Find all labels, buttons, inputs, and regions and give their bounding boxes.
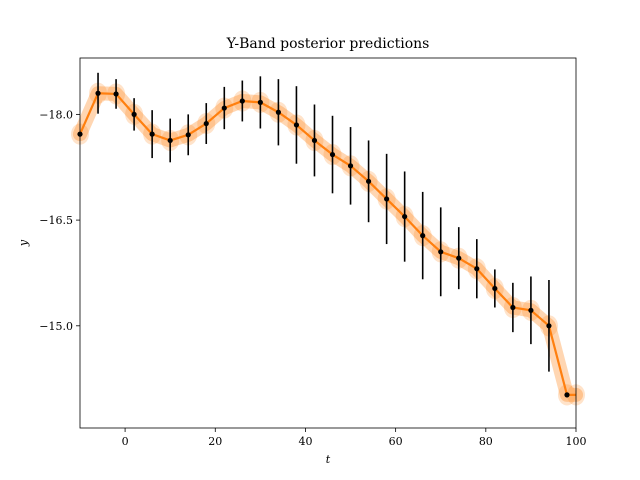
- observation-point: [564, 392, 570, 398]
- observation-point: [185, 132, 191, 138]
- error-bars: [97, 72, 550, 372]
- observation-point: [528, 307, 534, 313]
- observation-point: [311, 137, 318, 144]
- observation-point: [329, 151, 336, 158]
- observation-point: [474, 266, 480, 272]
- x-axis-ticks: 0 20 40 60 80 100: [122, 428, 587, 448]
- observation-point: [239, 98, 245, 104]
- y-axis-ticks: −18.0 −16.5 −15.0: [39, 108, 80, 333]
- observation-point: [546, 323, 552, 329]
- observation-point: [257, 99, 263, 105]
- observation-point: [402, 213, 408, 220]
- observation-point: [221, 105, 227, 111]
- x-tick-label: 0: [122, 435, 129, 448]
- chart-title: Y-Band posterior predictions: [226, 36, 430, 52]
- observation-point: [113, 91, 119, 97]
- observation-point: [365, 178, 372, 184]
- observation-point: [492, 285, 498, 292]
- observation-point: [203, 120, 209, 127]
- observation-point: [438, 249, 444, 255]
- x-tick-label: 20: [208, 435, 222, 448]
- observation-point: [131, 111, 137, 117]
- observation-point: [510, 304, 516, 311]
- y-tick-label: −15.0: [39, 320, 73, 333]
- observation-point: [456, 255, 462, 261]
- x-tick-label: 40: [298, 435, 312, 448]
- x-tick-label: 80: [479, 435, 493, 448]
- y-tick-label: −18.0: [39, 108, 73, 121]
- observation-point: [275, 109, 281, 115]
- observation-point: [149, 131, 155, 137]
- y-axis-label: y: [17, 239, 30, 247]
- plot-frame: [79, 57, 577, 429]
- x-tick-label: 100: [566, 435, 587, 448]
- x-tick-label: 60: [389, 435, 403, 448]
- observation-point: [167, 137, 173, 144]
- x-axis-label: t: [326, 453, 331, 466]
- observation-points: [77, 90, 570, 398]
- observation-point: [384, 196, 390, 202]
- y-tick-label: −16.5: [39, 214, 73, 227]
- observation-point: [293, 122, 300, 128]
- observation-point: [95, 90, 101, 96]
- observation-point: [420, 233, 426, 239]
- observation-point: [347, 163, 354, 169]
